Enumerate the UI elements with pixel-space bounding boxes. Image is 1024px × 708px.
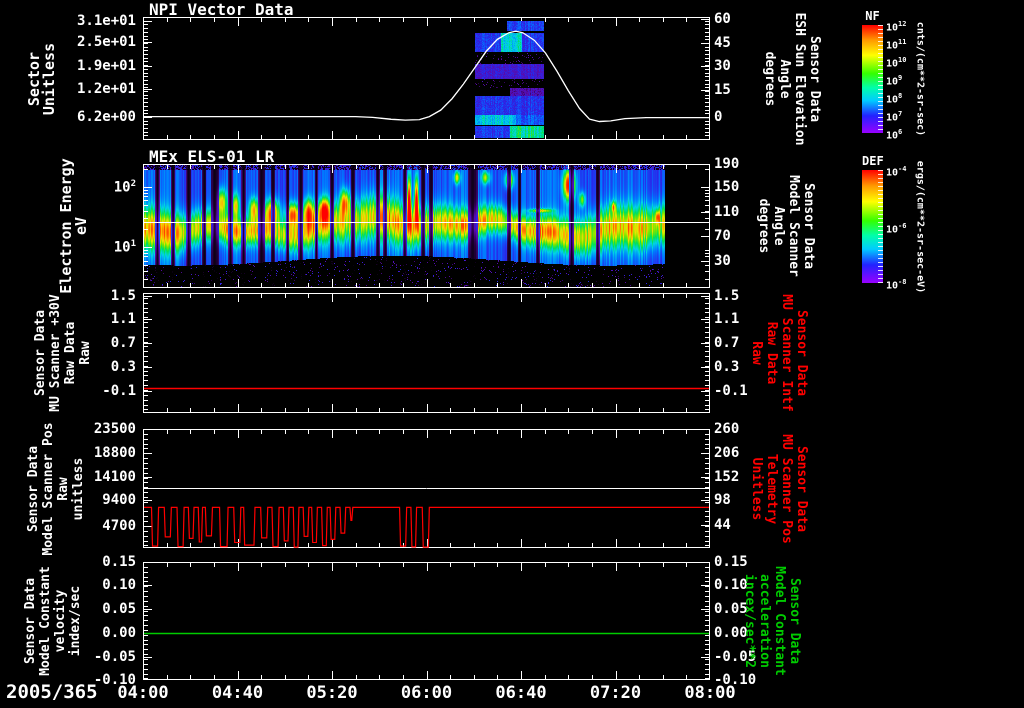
right-axis-label: Sensor Data ESH Sun Elevation Angle degr… bbox=[762, 11, 822, 146]
colorbar-tick: 109 bbox=[886, 74, 903, 88]
right-axis-tick: -0.1 bbox=[714, 383, 748, 400]
right-axis-tick: 0.15 bbox=[714, 554, 748, 570]
right-axis-tick: 1.5 bbox=[714, 288, 740, 304]
right-axis-tick: 0.3 bbox=[714, 359, 740, 376]
left-axis-tick: 23500 bbox=[93, 421, 136, 437]
right-axis-tick: -0.05 bbox=[714, 648, 757, 665]
colorbar-unit: ergs/(cm**2-sr-sec-eV) bbox=[914, 160, 926, 293]
colorbar-tick: 10-8 bbox=[886, 278, 907, 292]
right-axis-tick: 1.1 bbox=[714, 311, 740, 328]
left-axis-tick: 6.2e+00 bbox=[76, 108, 136, 125]
colorbar-tick: 1010 bbox=[886, 55, 907, 70]
left-axis-tick: 0.7 bbox=[110, 335, 136, 352]
left-axis-tick: 0.10 bbox=[102, 577, 136, 593]
left-axis-tick: 1.2e+01 bbox=[76, 80, 136, 97]
right-axis-tick: 0.05 bbox=[714, 601, 748, 618]
colorbar-DEF bbox=[862, 170, 883, 283]
left-axis-label: Electron Energy eV bbox=[57, 158, 90, 294]
colorbar-tick: 10-4 bbox=[886, 165, 907, 179]
right-axis-tick: 0.00 bbox=[714, 624, 748, 641]
panel-1-plot bbox=[143, 17, 710, 140]
right-axis-tick: 45 bbox=[714, 34, 731, 51]
panel-5-plot bbox=[143, 562, 710, 680]
colorbar-name-DEF: DEF bbox=[862, 154, 884, 168]
right-axis-tick: 260 bbox=[714, 421, 740, 437]
x-axis-tick-label: 08:00 bbox=[684, 683, 736, 703]
right-axis-tick: 110 bbox=[714, 203, 740, 220]
left-axis-tick: 102 bbox=[113, 178, 136, 196]
left-axis-label: Sensor Data MU Scanner +30V Raw Data Raw bbox=[33, 294, 93, 412]
right-axis-tick: 44 bbox=[714, 517, 731, 534]
right-axis-tick: 150 bbox=[714, 178, 740, 195]
panel-title: NPI Vector Data bbox=[149, 0, 294, 19]
x-axis-tick-label: 06:40 bbox=[495, 683, 547, 703]
colorbar-tick: 107 bbox=[886, 109, 903, 124]
left-axis-tick: -0.10 bbox=[93, 672, 136, 688]
left-axis-label: Sector Unitless bbox=[25, 42, 58, 115]
panel-4-plot bbox=[143, 429, 710, 548]
left-axis-tick: 0.05 bbox=[102, 601, 136, 618]
panel-title: MEx ELS-01 LR bbox=[149, 147, 275, 166]
x-axis-tick-label: 04:00 bbox=[117, 683, 169, 703]
left-axis-tick: 9400 bbox=[102, 492, 136, 509]
left-axis-tick: 3.1e+01 bbox=[76, 13, 136, 30]
x-axis-date-label: 2005/365 bbox=[6, 681, 98, 703]
right-axis-tick: 15 bbox=[714, 81, 731, 98]
colorbar-tick: 1012 bbox=[886, 20, 907, 34]
x-axis-tick-label: 06:00 bbox=[400, 683, 453, 703]
left-axis-tick: 0.3 bbox=[110, 359, 136, 376]
colorbar-tick: 1011 bbox=[886, 38, 907, 52]
colorbar-tick: 10-6 bbox=[886, 221, 907, 235]
colorbar-tick: 106 bbox=[886, 128, 903, 142]
right-axis-tick: 152 bbox=[714, 468, 740, 485]
left-axis-tick: 4700 bbox=[102, 517, 136, 534]
x-axis-tick-label: 07:20 bbox=[589, 683, 642, 703]
right-axis-tick: 60 bbox=[714, 10, 731, 27]
right-axis-tick: 70 bbox=[714, 227, 731, 244]
left-axis-label: Sensor Data Model Constant velocity inde… bbox=[23, 566, 83, 676]
left-axis-tick: 2.5e+01 bbox=[76, 33, 136, 50]
right-axis-tick: 0 bbox=[714, 108, 723, 125]
left-axis-tick: 0.15 bbox=[102, 554, 136, 570]
panel-2-plot bbox=[143, 164, 710, 288]
right-axis-label: Sensor Data Model Scanner Angle degrees bbox=[756, 175, 816, 277]
colorbar-minor-ticks bbox=[878, 25, 883, 133]
panel-3-plot bbox=[143, 293, 710, 413]
right-axis-tick: -0.10 bbox=[714, 672, 757, 688]
colorbar-tick: 108 bbox=[886, 92, 903, 106]
colorbar-NF bbox=[862, 25, 883, 133]
right-axis-label: Sensor Data Model Constant acceleration … bbox=[742, 566, 802, 676]
right-axis-tick: 98 bbox=[714, 492, 731, 509]
right-axis-label: Sensor Data MU Scanner Intf Raw Data Raw bbox=[749, 294, 809, 412]
right-axis-tick: 30 bbox=[714, 252, 731, 269]
right-axis-tick: 0.7 bbox=[714, 335, 740, 352]
x-axis-tick-label: 05:20 bbox=[306, 683, 358, 703]
left-axis-tick: 14100 bbox=[93, 468, 136, 485]
left-axis-tick: -0.05 bbox=[93, 648, 136, 665]
left-axis-tick: 1.5 bbox=[110, 288, 136, 304]
left-axis-label: Sensor Data Model Scanner Pos Raw unitle… bbox=[26, 421, 86, 556]
x-axis-tick-label: 04:40 bbox=[211, 683, 264, 703]
left-axis-tick: 1.9e+01 bbox=[76, 58, 136, 75]
right-axis-tick: 206 bbox=[714, 444, 740, 461]
colorbar-unit: cnts/(cm**2-sr-sec) bbox=[914, 21, 926, 137]
right-axis-label: Sensor Data MU Scanner Pos Telemetry Uni… bbox=[749, 433, 809, 544]
colorbar-minor-ticks bbox=[878, 170, 883, 283]
right-axis-tick: 0.10 bbox=[714, 577, 748, 593]
left-axis-tick: -0.1 bbox=[102, 383, 136, 400]
left-axis-tick: 18800 bbox=[93, 444, 136, 461]
left-axis-tick: 101 bbox=[113, 239, 136, 256]
right-axis-tick: 190 bbox=[714, 156, 740, 172]
left-axis-tick: 1.1 bbox=[110, 311, 136, 328]
colorbar-name-NF: NF bbox=[865, 9, 880, 23]
left-axis-tick: 0.00 bbox=[102, 624, 136, 641]
right-axis-tick: 30 bbox=[714, 58, 731, 75]
